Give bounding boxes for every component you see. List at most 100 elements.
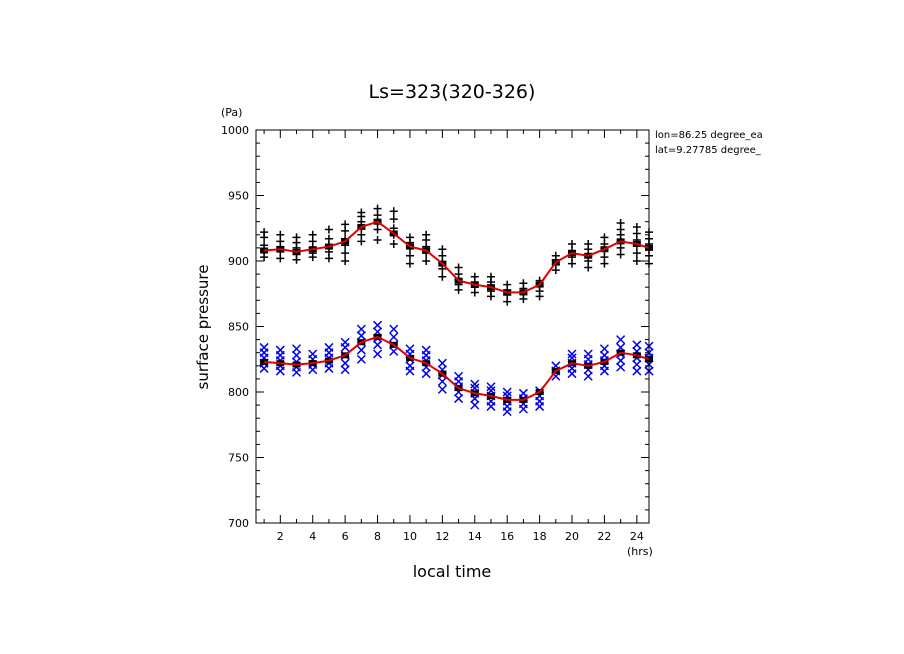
x-marker: [389, 346, 399, 356]
x-tick-label: 2: [277, 530, 284, 543]
y-tick-label: 800: [228, 386, 249, 399]
x-marker: [324, 342, 334, 352]
plus-marker: [470, 272, 479, 281]
x-marker: [340, 337, 350, 347]
x-marker: [356, 331, 366, 341]
plus-marker: [422, 257, 431, 265]
x-tick-label: 22: [597, 530, 611, 543]
x-marker: [599, 350, 609, 360]
x-marker: [599, 344, 609, 354]
x-marker: [616, 356, 626, 366]
x-marker: [373, 340, 383, 350]
plus-marker: [568, 239, 577, 248]
x-axis-label: local time: [413, 562, 492, 581]
plus-marker: [438, 245, 447, 254]
plus-marker: [389, 207, 398, 216]
y-unit-label: (Pa): [221, 106, 242, 119]
plus-marker: [405, 251, 414, 260]
plus-marker: [503, 280, 512, 289]
x-marker: [405, 361, 415, 371]
y-axis-label: surface pressure: [194, 265, 212, 390]
plus-marker: [308, 230, 317, 239]
x-marker: [421, 345, 431, 355]
y-tick-label: 900: [228, 255, 249, 268]
x-marker: [583, 349, 593, 359]
y-tick-label: 700: [228, 517, 249, 530]
x-marker: [340, 365, 350, 375]
x-marker: [291, 344, 302, 354]
x-marker: [632, 359, 642, 370]
x-marker: [275, 345, 285, 355]
plus-marker: [324, 225, 333, 234]
x-marker: [583, 371, 593, 381]
x-marker: [356, 324, 366, 334]
x-marker: [373, 320, 383, 330]
plus-marker: [584, 239, 593, 248]
plus-marker: [632, 249, 641, 258]
x-marker: [291, 350, 302, 360]
y-tick-label: 750: [228, 452, 249, 465]
x-marker: [356, 345, 366, 355]
plus-marker: [292, 233, 301, 242]
plus-marker: [357, 208, 366, 217]
plus-marker: [341, 249, 350, 258]
plus-marker: [422, 230, 431, 239]
plus-marker: [373, 236, 382, 245]
x-marker: [437, 384, 447, 394]
data-marks: [259, 204, 654, 417]
x-tick-label: 20: [565, 530, 579, 543]
x-tick-label: 8: [374, 530, 381, 543]
plus-marker: [632, 257, 641, 265]
x-marker: [470, 400, 480, 410]
plus-marker: [373, 225, 382, 234]
plus-marker: [324, 234, 333, 243]
mean-line: [264, 220, 650, 294]
plus-marker: [405, 259, 414, 268]
x-tick-label: 10: [403, 530, 417, 543]
y-tick-label: 1000: [221, 124, 249, 137]
annotation-lon: lon=86.25 degree_ea: [655, 130, 763, 141]
x-marker: [454, 394, 464, 404]
x-marker: [373, 349, 383, 359]
x-tick-label: 6: [342, 530, 349, 543]
plus-marker: [373, 204, 382, 213]
annotation-lat: lat=9.27785 degree_: [655, 145, 762, 156]
x-marker: [632, 366, 642, 376]
mean-line: [264, 336, 650, 401]
chart-title: Ls=323(320-326): [369, 81, 536, 103]
x-marker: [437, 358, 447, 368]
plus-marker: [405, 233, 414, 242]
x-tick-label: 14: [468, 530, 482, 543]
x-tick-label: 18: [533, 530, 547, 543]
x-tick-label: 4: [309, 530, 316, 543]
x-unit-label: (hrs): [627, 545, 653, 558]
x-tick-label: 12: [435, 530, 449, 543]
plus-marker: [341, 257, 350, 265]
plus-marker: [276, 230, 285, 239]
plus-marker: [389, 239, 398, 248]
plus-marker: [454, 263, 463, 272]
x-marker: [616, 335, 626, 345]
x-marker: [437, 376, 447, 387]
y-tick-label: 850: [228, 321, 249, 334]
plus-marker: [389, 215, 398, 224]
plus-marker: [600, 233, 609, 242]
x-marker: [567, 349, 577, 359]
x-tick-label: 24: [630, 530, 644, 543]
x-marker: [389, 324, 399, 334]
plus-marker: [260, 228, 269, 237]
plus-marker: [519, 279, 528, 288]
x-marker: [486, 382, 496, 392]
plus-marker: [551, 251, 560, 260]
x-marker: [518, 388, 528, 398]
plus-marker: [632, 222, 641, 231]
plus-marker: [616, 219, 625, 228]
plus-marker: [438, 272, 447, 281]
y-tick-label: 950: [228, 190, 249, 203]
plot-frame: [255, 129, 650, 524]
x-marker: [421, 369, 431, 379]
x-marker: [356, 354, 366, 364]
x-marker: [632, 340, 642, 350]
